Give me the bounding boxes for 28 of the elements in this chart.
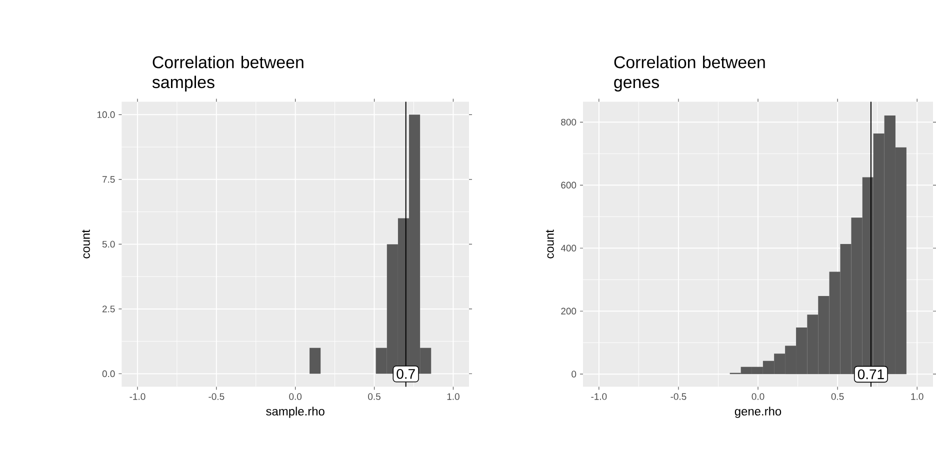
x-tick-label: -1.0 bbox=[130, 393, 146, 400]
chart-title: Correlation between samples bbox=[152, 56, 304, 92]
x-tick-label: 0.0 bbox=[289, 393, 302, 400]
y-tick-label: 600 bbox=[561, 182, 576, 188]
x-tick-label: 0.5 bbox=[368, 393, 380, 400]
y-tick-label: 200 bbox=[561, 308, 576, 314]
ref-line-label: 0.71 bbox=[858, 369, 884, 380]
y-tick-label: 5.0 bbox=[102, 240, 115, 248]
x-tick-label: -0.5 bbox=[208, 393, 224, 400]
y-tick-label: 7.5 bbox=[102, 176, 115, 183]
x-tick-label: -1.0 bbox=[591, 393, 607, 400]
x-tick-label: 1.0 bbox=[911, 393, 924, 400]
y-axis-title: count bbox=[546, 230, 554, 258]
y-tick-label: 10.0 bbox=[97, 111, 115, 118]
y-tick-label: 0 bbox=[572, 370, 576, 378]
x-axis-title: gene.rho bbox=[734, 406, 782, 418]
x-tick-label: 0.5 bbox=[831, 393, 844, 400]
y-tick-label: 400 bbox=[560, 244, 576, 252]
y-axis-title: count bbox=[82, 230, 90, 258]
y-tick-label: 800 bbox=[561, 118, 576, 126]
x-tick-label: -0.5 bbox=[670, 393, 686, 400]
y-tick-label: 0.0 bbox=[102, 370, 115, 378]
x-tick-label: 1.0 bbox=[447, 393, 460, 400]
x-tick-label: 0.0 bbox=[752, 393, 764, 400]
y-tick-label: 2.5 bbox=[102, 306, 115, 312]
ref-line-label: 0.7 bbox=[396, 368, 415, 379]
chart-title: Correlation between genes bbox=[614, 56, 765, 92]
x-axis-title: sample.rho bbox=[266, 406, 324, 418]
